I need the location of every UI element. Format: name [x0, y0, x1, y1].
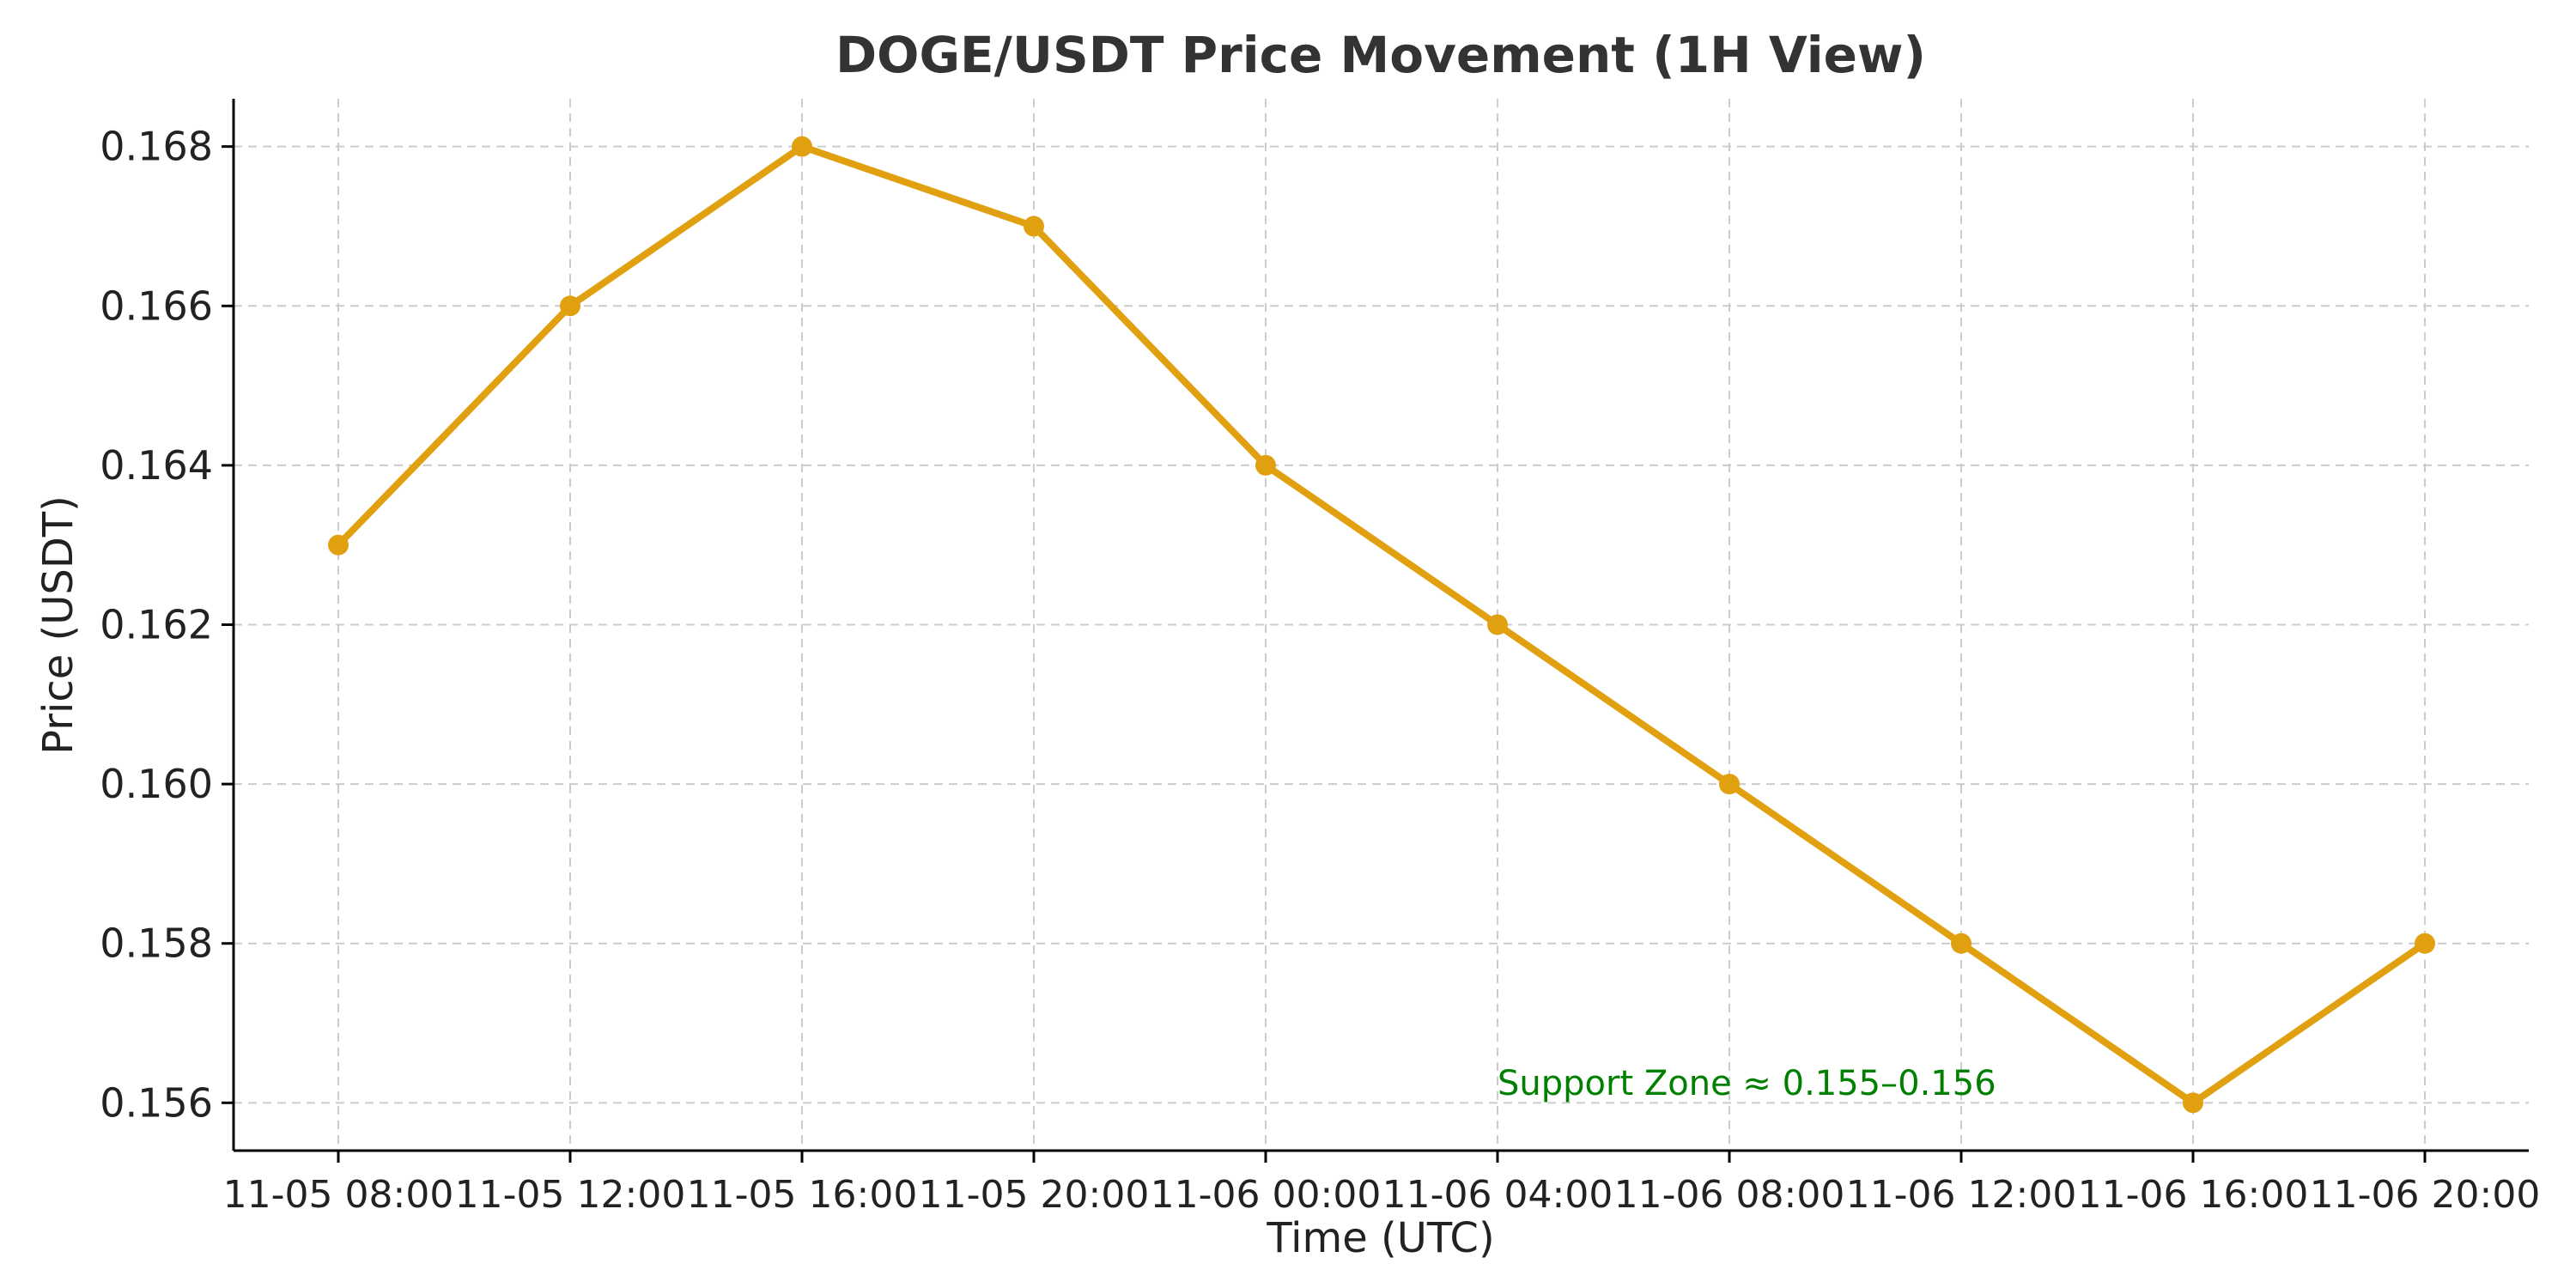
- y-tick-label: 0.158: [100, 920, 213, 967]
- data-point: [2415, 933, 2435, 954]
- annotation-text: Support Zone ≈ 0.155–0.156: [1498, 1064, 1996, 1103]
- data-point: [1487, 614, 1508, 635]
- data-point: [1719, 774, 1740, 795]
- x-tick-label: 11-05 20:00: [919, 1173, 1150, 1217]
- series-line: [335, 143, 2428, 1107]
- y-axis-label: Price (USDT): [34, 495, 82, 755]
- x-tick-label: 11-05 08:00: [223, 1173, 454, 1217]
- x-tick-label: 11-05 12:00: [455, 1173, 686, 1217]
- chart-title: DOGE/USDT Price Movement (1H View): [835, 26, 1926, 84]
- x-tick-label: 11-06 04:00: [1382, 1173, 1613, 1217]
- y-tick-label: 0.160: [100, 761, 213, 807]
- data-point: [2183, 1092, 2203, 1114]
- y-tick-label: 0.164: [100, 442, 213, 489]
- data-point: [1255, 454, 1276, 476]
- data-point: [1024, 216, 1044, 237]
- grid-layer: [234, 99, 2529, 1151]
- x-tick-label: 11-06 20:00: [2310, 1173, 2541, 1217]
- x-tick-label: 11-06 00:00: [1151, 1173, 1382, 1217]
- y-tick-label: 0.156: [100, 1079, 213, 1126]
- y-ticks: 0.156 0.158 0.160 0.162 0.164 0.166 0.168: [100, 124, 234, 1126]
- data-point: [792, 136, 812, 157]
- x-ticks: 11-05 08:00 11-05 12:00 11-05 16:00 11-05 2…: [223, 1151, 2541, 1217]
- data-point: [560, 295, 580, 317]
- y-tick-label: 0.162: [100, 602, 213, 648]
- x-tick-label: 11-05 16:00: [687, 1173, 918, 1217]
- x-tick-label: 11-06 12:00: [1846, 1173, 2077, 1217]
- series-layer: [328, 136, 2435, 1114]
- annotations: Resistance Zone ≈ 0.168–0.170 Support Zon…: [338, 0, 1996, 1103]
- data-point: [328, 534, 349, 556]
- annotation-text: Resistance Zone ≈ 0.168–0.170: [338, 0, 886, 3]
- x-tick-label: 11-06 16:00: [2078, 1173, 2309, 1217]
- x-axis-label: Time (UTC): [1266, 1214, 1494, 1262]
- y-tick-label: 0.166: [100, 283, 213, 329]
- data-point: [1951, 933, 1971, 954]
- y-tick-label: 0.168: [100, 124, 213, 170]
- x-tick-label: 11-06 08:00: [1614, 1173, 1845, 1217]
